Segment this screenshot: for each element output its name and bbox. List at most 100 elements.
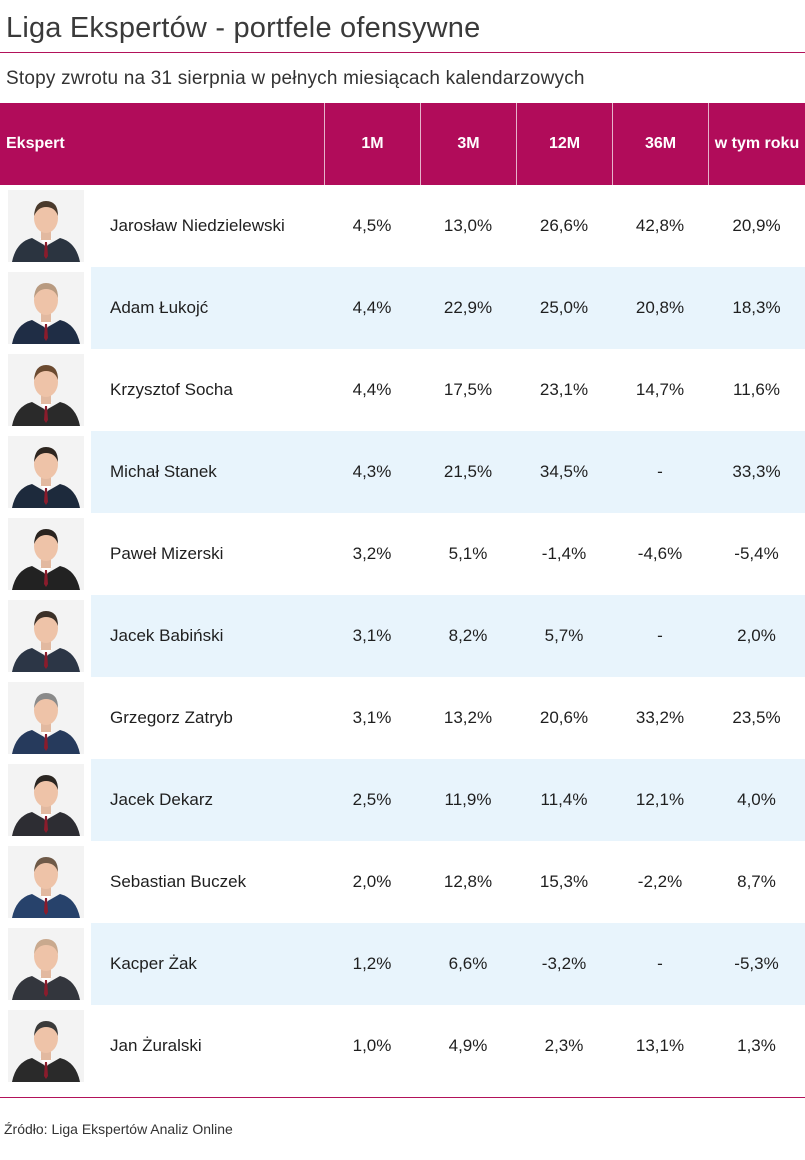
avatar: [7, 764, 84, 836]
avatar-cell: [0, 185, 91, 267]
return-value-m1: 1,0%: [352, 1036, 392, 1055]
bottom-divider: [0, 1097, 805, 1098]
expert-name: Grzegorz Zatryb: [110, 708, 233, 727]
page-subtitle: Stopy zwrotu na 31 sierpnia w pełnych mi…: [6, 68, 585, 89]
title-divider: [0, 52, 805, 53]
expert-name: Jacek Babiński: [110, 626, 224, 645]
row-content: Jan Żuralski 1,0% 4,9% 2,3% 13,1% 1,3%: [91, 1005, 805, 1087]
return-value-ytd: 4,0%: [737, 790, 776, 809]
return-value-ytd: 8,7%: [737, 872, 776, 891]
return-value-m1: 4,4%: [352, 380, 392, 399]
return-value-m3: 17,5%: [443, 380, 493, 399]
avatar-cell: [0, 759, 91, 841]
return-value-m1: 2,5%: [352, 790, 392, 809]
return-value-m36: 42,8%: [635, 216, 685, 235]
avatar-cell: [0, 267, 91, 349]
avatar-cell: [0, 677, 91, 759]
row-content: Paweł Mizerski 3,2% 5,1% -1,4% -4,6% -5,4%: [91, 513, 805, 595]
returns-table: Ekspert 1M 3M 12M 36M w tym roku Jarosła…: [0, 103, 805, 1087]
return-value-ytd: 2,0%: [737, 626, 776, 645]
return-value-m1: 4,3%: [352, 462, 392, 481]
return-value-ytd: 11,6%: [733, 380, 780, 399]
return-value-m3: 21,5%: [443, 462, 493, 481]
table-row: Grzegorz Zatryb 3,1% 13,2% 20,6% 33,2% 23,5%: [0, 677, 805, 759]
expert-name: Michał Stanek: [110, 462, 217, 481]
table-row: Michał Stanek 4,3% 21,5% 34,5% - 33,3%: [0, 431, 805, 513]
avatar-cell: [0, 431, 91, 513]
return-value-m1: 2,0%: [352, 872, 392, 891]
avatar: [7, 518, 84, 590]
return-value-m12: -3,2%: [541, 954, 587, 973]
return-value-ytd: 18,3%: [732, 298, 781, 317]
avatar: [7, 1010, 84, 1082]
return-value-m12: 26,6%: [539, 216, 589, 235]
expert-name: Adam Łukojć: [110, 298, 209, 317]
table-row: Jacek Dekarz 2,5% 11,9% 11,4% 12,1% 4,0%: [0, 759, 805, 841]
expert-name: Sebastian Buczek: [110, 872, 247, 891]
return-value-m3: 5,1%: [448, 544, 488, 563]
return-value-m12: 15,3%: [539, 872, 589, 891]
avatar: [7, 354, 84, 426]
return-value-m12: 11,4%: [540, 790, 588, 809]
return-value-m3: 6,6%: [448, 954, 488, 973]
row-content: Kacper Żak 1,2% 6,6% -3,2% - -5,3%: [91, 923, 805, 1005]
avatar: [7, 600, 84, 672]
return-value-m12: 2,3%: [544, 1036, 584, 1055]
row-content: Adam Łukojć 4,4% 22,9% 25,0% 20,8% 18,3%: [91, 267, 805, 349]
avatar: [7, 436, 84, 508]
return-value-m3: 13,2%: [443, 708, 493, 727]
avatar: [7, 682, 84, 754]
avatar-cell: [0, 1005, 91, 1087]
return-value-m3: 13,0%: [443, 216, 493, 235]
column-header-36m: 36M: [612, 103, 708, 185]
expert-name: Paweł Mizerski: [110, 544, 224, 563]
return-value-m1: 3,2%: [352, 544, 392, 563]
return-value-m36: -: [657, 954, 663, 973]
table-row: Jacek Babiński 3,1% 8,2% 5,7% - 2,0%: [0, 595, 805, 677]
row-content: Jarosław Niedzielewski 4,5% 13,0% 26,6% 42,8…: [91, 185, 805, 267]
table-row: Paweł Mizerski 3,2% 5,1% -1,4% -4,6% -5,4%: [0, 513, 805, 595]
table-header: Ekspert 1M 3M 12M 36M w tym roku: [0, 103, 805, 185]
column-header-ytd: w tym roku: [708, 103, 805, 185]
table-row: Krzysztof Socha 4,4% 17,5% 23,1% 14,7% 11,6%: [0, 349, 805, 431]
return-value-m3: 4,9%: [448, 1036, 488, 1055]
return-value-ytd: 20,9%: [732, 216, 781, 235]
return-value-m36: -4,6%: [637, 544, 683, 563]
return-value-m36: -: [657, 626, 663, 645]
expert-name: Jarosław Niedzielewski: [110, 216, 285, 235]
table-row: Jarosław Niedzielewski 4,5% 13,0% 26,6% 42,8…: [0, 185, 805, 267]
column-header-1m: 1M: [324, 103, 420, 185]
return-value-m1: 4,4%: [352, 298, 392, 317]
row-content: Jacek Babiński 3,1% 8,2% 5,7% - 2,0%: [91, 595, 805, 677]
return-value-m12: 34,5%: [539, 462, 589, 481]
table-row: Sebastian Buczek 2,0% 12,8% 15,3% -2,2% 8,7%: [0, 841, 805, 923]
return-value-m1: 3,1%: [352, 626, 392, 645]
return-value-ytd: 33,3%: [732, 462, 781, 481]
return-value-m3: 12,8%: [443, 872, 493, 891]
row-content: Sebastian Buczek 2,0% 12,8% 15,3% -2,2% 8,7%: [91, 841, 805, 923]
return-value-ytd: 23,5%: [732, 708, 781, 727]
table-row: Kacper Żak 1,2% 6,6% -3,2% - -5,3%: [0, 923, 805, 1005]
return-value-m36: -: [657, 462, 663, 481]
return-value-m12: 25,0%: [539, 298, 589, 317]
source-note: Źródło: Liga Ekspertów Analiz Online: [4, 1121, 233, 1137]
avatar: [7, 272, 84, 344]
return-value-m1: 4,5%: [352, 216, 392, 235]
return-value-m36: 13,1%: [635, 1036, 685, 1055]
table-row: Adam Łukojć 4,4% 22,9% 25,0% 20,8% 18,3%: [0, 267, 805, 349]
return-value-ytd: -5,3%: [734, 954, 779, 973]
return-value-m3: 22,9%: [443, 298, 493, 317]
column-header-3m: 3M: [420, 103, 516, 185]
return-value-m3: 11,9%: [444, 790, 492, 809]
avatar: [7, 846, 84, 918]
return-value-m36: -2,2%: [637, 872, 683, 891]
column-header-expert: Ekspert: [6, 135, 65, 152]
return-value-m12: 20,6%: [539, 708, 589, 727]
avatar: [7, 928, 84, 1000]
return-value-m12: -1,4%: [541, 544, 587, 563]
row-content: Michał Stanek 4,3% 21,5% 34,5% - 33,3%: [91, 431, 805, 513]
return-value-m36: 14,7%: [635, 380, 685, 399]
return-value-m36: 20,8%: [635, 298, 685, 317]
expert-name: Kacper Żak: [110, 954, 197, 973]
avatar-cell: [0, 513, 91, 595]
